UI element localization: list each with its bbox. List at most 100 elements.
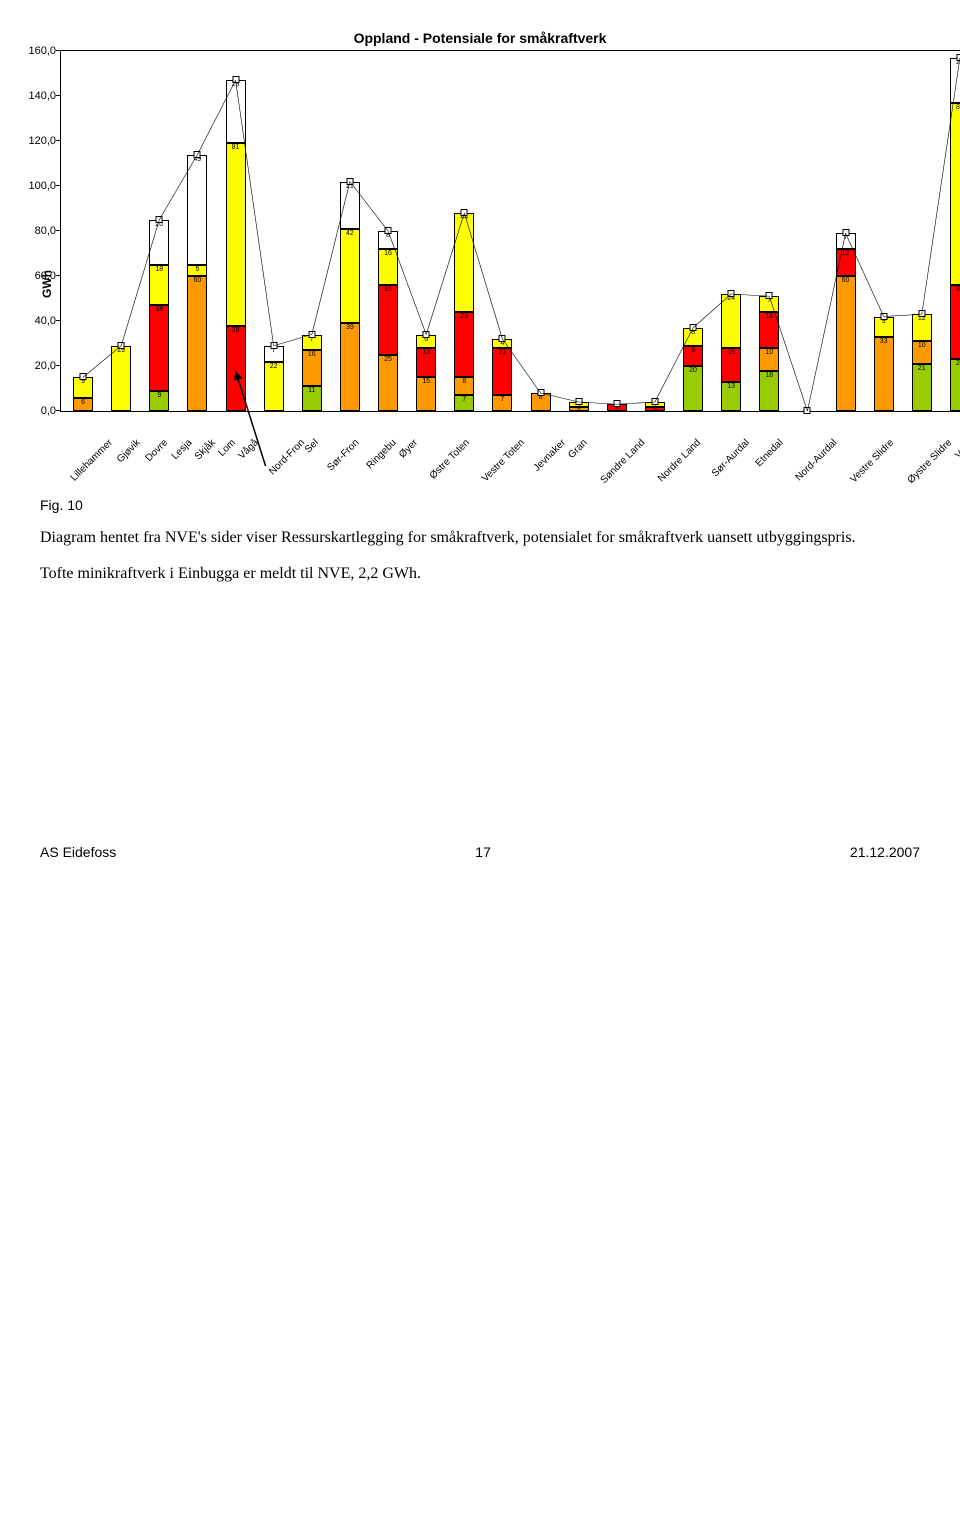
bar-segment: 28 (226, 80, 246, 143)
x-tick-label: Skjåk (193, 437, 218, 462)
bar-segment: 16 (302, 350, 322, 386)
x-tick-label: Vågå (237, 437, 261, 461)
bar-stack: 211012 (912, 314, 932, 411)
bar-slot: 8 (522, 51, 560, 411)
bar-segment: 2 (569, 407, 589, 412)
x-tick-label: Etnedal (754, 437, 786, 469)
bar-segment: 24 (721, 294, 741, 348)
bar-slot: 339 (865, 51, 903, 411)
bar-segment: 16 (759, 312, 779, 348)
bar-segment: 21 (912, 364, 932, 411)
bar-slot: 131524 (712, 51, 750, 411)
bar-segment: 21 (492, 348, 512, 395)
bar-top-marker (232, 76, 239, 83)
bar-segment: 44 (454, 213, 474, 312)
bar-segment: 6 (73, 398, 93, 412)
bar-slot: 1810167 (750, 51, 788, 411)
bar-top-marker (346, 178, 353, 185)
x-tick-label: Ringebu (364, 437, 398, 471)
x-tick-label: Øystre Slidre (905, 437, 954, 486)
bar-stack: 1810167 (759, 296, 779, 411)
bar-top-marker (613, 400, 620, 407)
bar-top-marker (118, 342, 125, 349)
body-paragraph-2: Tofte minikraftverk i Einbugga er meldt … (40, 563, 920, 585)
bar-top-marker (804, 407, 811, 414)
y-tick: 160,0 (28, 45, 56, 57)
bar-segment: 39 (340, 323, 360, 411)
y-tick: 100,0 (28, 180, 56, 192)
bar-segment: 16 (378, 249, 398, 285)
bar-stack: 11167 (302, 335, 322, 412)
bar-slot: 394221 (331, 51, 369, 411)
bar-segment: 25 (378, 355, 398, 411)
x-tick-label: Lesja (169, 437, 194, 462)
bar-segment: 10 (759, 348, 779, 371)
bar-top-marker (499, 335, 506, 342)
x-tick-label: Gjøvik (115, 437, 143, 465)
bar-segment: 31 (378, 285, 398, 355)
bar-slot: 3 (598, 51, 636, 411)
bar-slot: 7214 (483, 51, 521, 411)
bar-slot: 211012 (903, 51, 941, 411)
chart-title: Oppland - Potensiale for småkraftverk (40, 30, 920, 46)
footer-center: 17 (475, 844, 491, 860)
bar-segment: 23 (950, 359, 960, 411)
bar-stack: 7214 (492, 339, 512, 411)
bar-top-marker (690, 324, 697, 331)
body-paragraph-1: Diagram hentet fra NVE's sider viser Res… (40, 527, 920, 549)
x-tick-label: Nord-Aurdal (794, 437, 840, 483)
bar-segment: 29 (111, 346, 131, 411)
y-tick: 80,0 (35, 225, 56, 237)
bar-segment: 9 (149, 391, 169, 411)
bar-stack: 227 (264, 346, 284, 411)
bar-segment: 18 (149, 265, 169, 306)
bar-stack: 23338120 (950, 58, 960, 411)
bar-top-marker (423, 331, 430, 338)
x-tick-label: Nordre Land (656, 437, 703, 484)
bar-slot (788, 51, 826, 411)
bar-segment: 33 (874, 337, 894, 411)
x-tick-label: Øyer (397, 437, 420, 460)
bar-segment: 9 (874, 317, 894, 337)
bar-segment: 9 (73, 377, 93, 397)
bar-segment: 33 (950, 285, 960, 359)
bar-segment: 49 (187, 155, 207, 265)
bar-slot: 11167 (293, 51, 331, 411)
bar-slot: 60549 (178, 51, 216, 411)
x-tick-label: Jevnaker (531, 437, 567, 473)
bar-stack: 2531168 (378, 231, 398, 411)
bar-segment: 60 (836, 276, 856, 411)
bar-slot: 2098 (674, 51, 712, 411)
bar-segment: 60 (187, 276, 207, 411)
bar-segment: 8 (454, 377, 474, 395)
x-tick-label: Lom (216, 437, 238, 459)
y-tick: 120,0 (28, 135, 56, 147)
bar-top-marker (880, 313, 887, 320)
x-tick-label: Gran (566, 437, 590, 461)
bar-slot: 60127 (827, 51, 865, 411)
bar-slot: 227 (255, 51, 293, 411)
bar-segment: 42 (340, 229, 360, 324)
bar-segment: 38 (226, 326, 246, 412)
bar-stack: 60549 (187, 155, 207, 412)
x-tick-label: Nord-Fron (267, 437, 307, 477)
bar-segment: 10 (912, 341, 932, 364)
y-tick: 60,0 (35, 270, 56, 282)
x-tick-label: Sør-Aurdal (710, 437, 752, 479)
x-tick-label: Vestre Slidre (848, 437, 896, 485)
footer-left: AS Eidefoss (40, 844, 116, 860)
bar-top-marker (842, 229, 849, 236)
bar-top-marker (80, 373, 87, 380)
bar-segment: 20 (683, 366, 703, 411)
bar-segment: 20 (149, 220, 169, 265)
bar-top-marker (728, 290, 735, 297)
bar-top-marker (156, 216, 163, 223)
bar-stack: 394221 (340, 182, 360, 412)
figure-caption: Fig. 10 (40, 497, 920, 513)
bar-segment: 5 (187, 265, 207, 276)
bar-slot: 29 (102, 51, 140, 411)
y-tick: 20,0 (35, 360, 56, 372)
bar-slot: 388128 (217, 51, 255, 411)
y-tick: 140,0 (28, 90, 56, 102)
bar-top-marker (194, 151, 201, 158)
